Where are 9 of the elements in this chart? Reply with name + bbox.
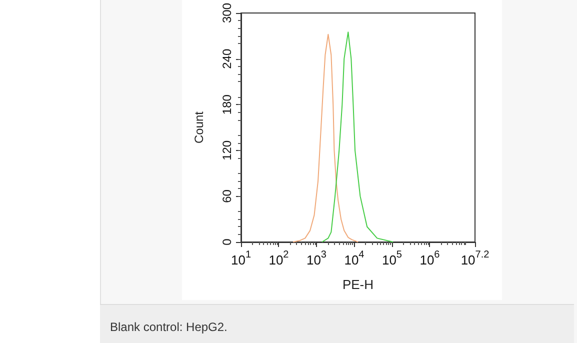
y-tick-label: 60 bbox=[220, 189, 234, 203]
y-axis-title: Count bbox=[192, 110, 206, 144]
y-tick-label: 0 bbox=[220, 238, 234, 246]
x-axis-title: PE-H bbox=[342, 277, 374, 292]
y-tick-label: 240 bbox=[220, 48, 234, 69]
y-tick-label: 180 bbox=[220, 94, 234, 115]
y-tick-label: 120 bbox=[220, 140, 234, 160]
text: Blank control: HepG2. bbox=[109, 319, 228, 334]
y-tick-label: 300 bbox=[220, 2, 234, 24]
